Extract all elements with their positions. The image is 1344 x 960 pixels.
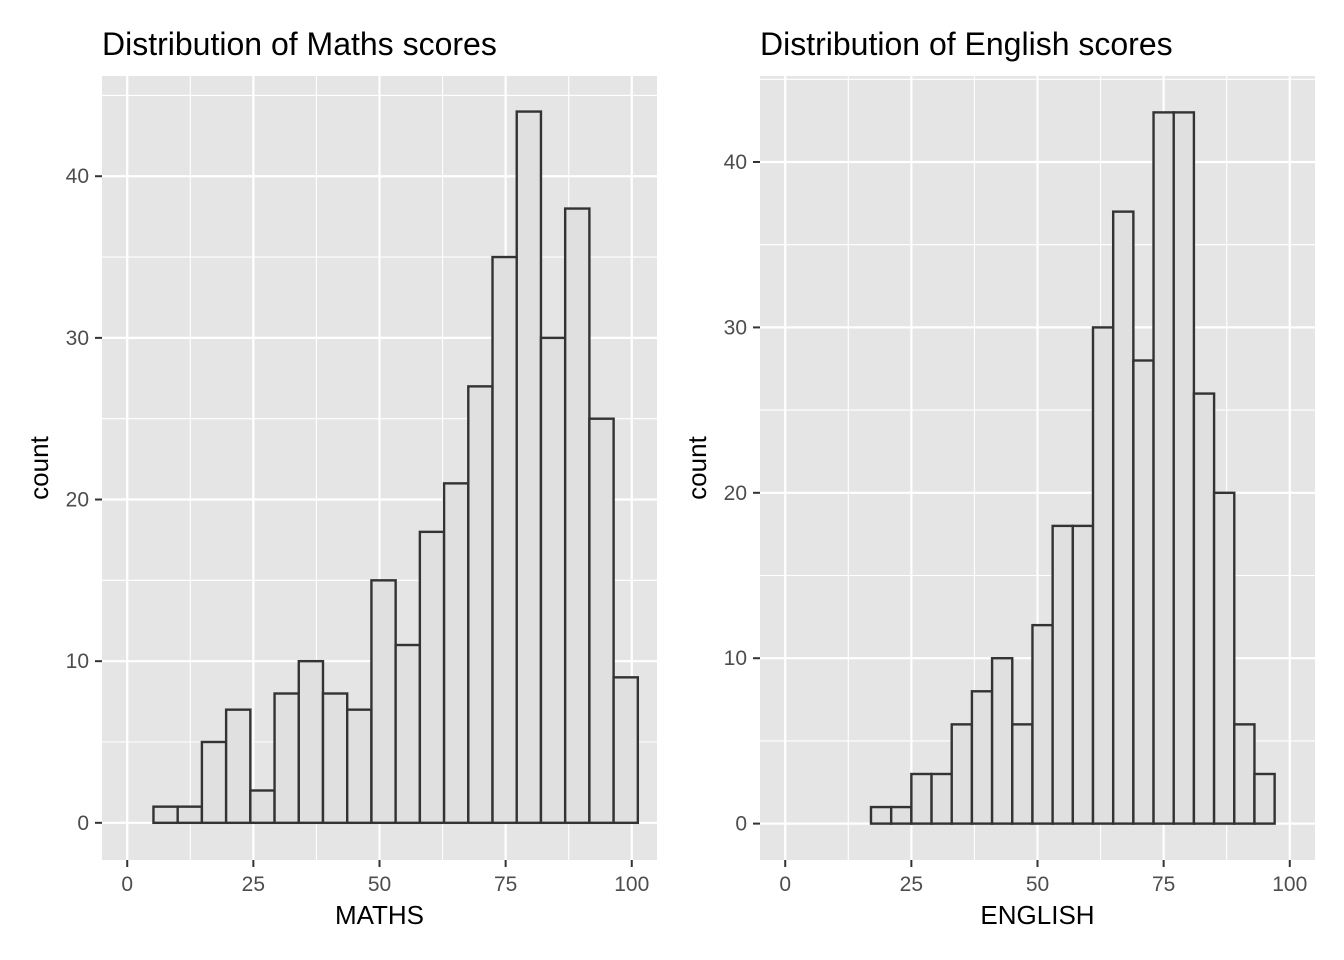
english-y-tick-label: 30 bbox=[724, 316, 747, 339]
maths-histogram-bar bbox=[249, 789, 276, 825]
english-y-tick-label: 20 bbox=[724, 482, 747, 505]
maths-x-axis-title: MATHS bbox=[335, 900, 424, 930]
maths-x-tick-label: 100 bbox=[614, 873, 649, 896]
maths-histogram-bar bbox=[297, 659, 325, 825]
maths-x-axis-ticks: 0 25 50 75 100 bbox=[121, 860, 649, 896]
english-x-tick-label: 50 bbox=[1026, 873, 1049, 896]
maths-histogram-bar bbox=[612, 676, 640, 825]
english-histogram-bar bbox=[1011, 723, 1034, 825]
maths-histogram-bar bbox=[394, 643, 422, 825]
maths-histogram-bar bbox=[176, 805, 204, 825]
maths-y-axis-ticks: 0 10 20 30 40 bbox=[66, 165, 102, 835]
maths-histogram-bar bbox=[515, 110, 543, 825]
english-x-axis-title: ENGLISH bbox=[980, 900, 1094, 930]
english-y-tick-label: 40 bbox=[724, 151, 747, 174]
maths-x-tick-label: 75 bbox=[494, 873, 517, 896]
maths-y-tick-label: 20 bbox=[66, 489, 89, 512]
english-histogram-bar bbox=[1212, 491, 1236, 825]
english-histogram-bar bbox=[889, 805, 913, 825]
maths-y-tick-label: 10 bbox=[66, 650, 89, 673]
maths-histogram-panel: Distribution of Maths scores 0 25 50 75 … bbox=[24, 26, 657, 930]
english-histogram-bar bbox=[1172, 111, 1196, 825]
english-y-axis-title: count bbox=[682, 435, 712, 499]
maths-histogram-bar bbox=[539, 336, 567, 825]
maths-y-axis-title: count bbox=[24, 435, 54, 499]
maths-histogram-bar bbox=[321, 692, 349, 825]
maths-y-tick-label: 40 bbox=[66, 165, 89, 188]
english-histogram-bar bbox=[990, 657, 1014, 825]
maths-histogram-bar bbox=[370, 579, 397, 825]
maths-histogram-bar bbox=[442, 482, 470, 825]
maths-y-tick-label: 30 bbox=[66, 327, 89, 350]
english-histogram-bar bbox=[1132, 359, 1155, 825]
english-histogram-bar bbox=[930, 772, 953, 825]
maths-histogram-bar bbox=[563, 207, 591, 825]
english-y-tick-label: 10 bbox=[724, 647, 747, 670]
english-x-tick-label: 25 bbox=[900, 873, 923, 896]
english-histogram-bar bbox=[1192, 392, 1216, 825]
maths-y-tick-label: 0 bbox=[77, 812, 89, 835]
english-histogram-bar bbox=[1071, 524, 1095, 825]
english-histogram-bar bbox=[970, 690, 994, 825]
maths-chart-title: Distribution of Maths scores bbox=[102, 26, 497, 62]
maths-histogram-bar bbox=[491, 255, 518, 825]
maths-x-tick-label: 50 bbox=[368, 873, 391, 896]
english-chart-title: Distribution of English scores bbox=[760, 26, 1173, 62]
maths-histogram-bar bbox=[418, 530, 446, 825]
english-histogram-bar bbox=[1152, 111, 1175, 825]
english-histogram-bar bbox=[950, 723, 974, 825]
english-x-axis-ticks: 0 25 50 75 100 bbox=[779, 860, 1307, 896]
maths-x-tick-label: 25 bbox=[242, 873, 265, 896]
maths-histogram-bar bbox=[273, 692, 300, 825]
english-x-tick-label: 0 bbox=[779, 873, 791, 896]
english-histogram-bar bbox=[869, 805, 893, 825]
english-histogram-bar bbox=[1031, 623, 1054, 825]
english-x-tick-label: 75 bbox=[1152, 873, 1175, 896]
maths-histogram-bar bbox=[200, 740, 228, 825]
english-histogram-bar bbox=[1233, 723, 1256, 825]
maths-histogram-bar bbox=[467, 385, 494, 825]
english-histogram-bar bbox=[1091, 326, 1115, 825]
english-histogram-panel: Distribution of English scores 0 25 50 7… bbox=[682, 26, 1315, 930]
maths-histogram-bar bbox=[224, 708, 252, 825]
maths-histogram-bar bbox=[152, 805, 179, 825]
maths-x-tick-label: 0 bbox=[121, 873, 133, 896]
maths-histogram-bar bbox=[346, 708, 373, 825]
maths-histogram-bar bbox=[588, 417, 615, 825]
english-histogram-bar bbox=[1111, 210, 1135, 825]
english-y-tick-label: 0 bbox=[735, 813, 747, 836]
english-histogram-bar bbox=[1051, 524, 1075, 825]
english-x-tick-label: 100 bbox=[1272, 873, 1307, 896]
english-histogram-bar bbox=[910, 772, 933, 825]
english-histogram-bar bbox=[1253, 772, 1276, 825]
english-bars bbox=[869, 111, 1276, 825]
english-y-axis-ticks: 0 10 20 30 40 bbox=[724, 151, 760, 836]
maths-bars bbox=[152, 110, 640, 825]
